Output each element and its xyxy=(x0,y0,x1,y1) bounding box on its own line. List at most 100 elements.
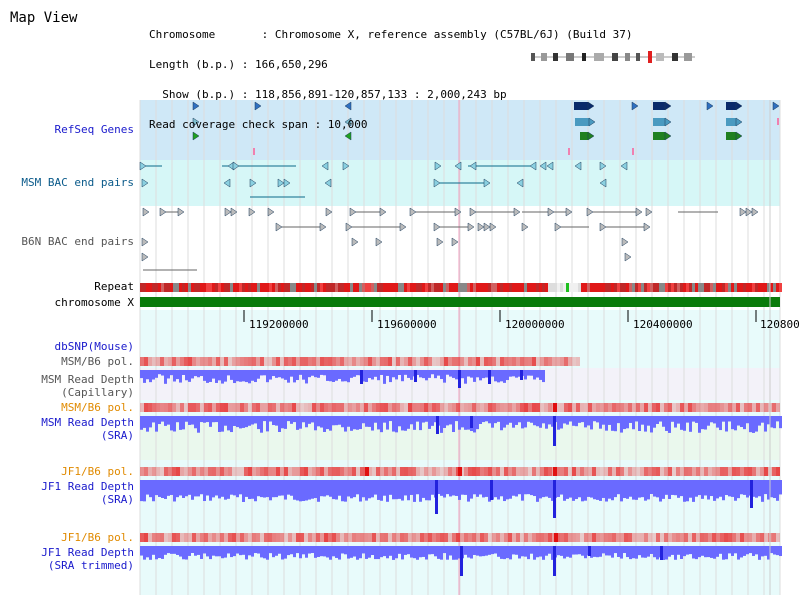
polymorphism-cell xyxy=(284,533,288,542)
depth-bar xyxy=(326,480,329,496)
track-label-b6n-bac[interactable]: B6N BAC end pairs xyxy=(21,235,134,248)
depth-bar xyxy=(452,416,455,433)
polymorphism-cell xyxy=(504,533,508,542)
polymorphism-cell xyxy=(488,533,492,542)
polymorphism-cell xyxy=(224,403,228,412)
depth-bar xyxy=(224,480,227,500)
depth-bar xyxy=(440,546,443,560)
gene-marker xyxy=(321,161,329,171)
depth-bar xyxy=(320,416,323,428)
depth-spike xyxy=(660,546,663,560)
polymorphism-cell xyxy=(456,403,460,412)
depth-bar xyxy=(227,370,230,376)
repeat-segment xyxy=(311,283,314,292)
depth-bar xyxy=(548,416,551,425)
depth-bar xyxy=(326,416,329,430)
depth-bar xyxy=(329,546,332,560)
depth-bar xyxy=(713,416,716,424)
polymorphism-cell xyxy=(364,357,368,366)
depth-bar xyxy=(614,546,617,554)
depth-bar xyxy=(404,480,407,496)
polymorphism-cell xyxy=(556,403,560,412)
repeat-segment xyxy=(149,283,152,292)
polymorphism-cell xyxy=(636,467,640,476)
track-label-msm-bac[interactable]: MSM BAC end pairs xyxy=(21,176,134,189)
repeat-segment xyxy=(491,283,494,292)
depth-bar xyxy=(350,370,353,378)
repeat-segment xyxy=(263,283,266,292)
gene-marker xyxy=(192,117,200,127)
depth-bar xyxy=(644,480,647,501)
polymorphism-cell xyxy=(448,533,452,542)
depth-spike xyxy=(520,370,523,380)
polymorphism-cell xyxy=(252,467,256,476)
depth-bar xyxy=(632,546,635,559)
polymorphism-cell xyxy=(180,533,184,542)
depth-bar xyxy=(344,370,347,382)
depth-spike xyxy=(458,370,461,388)
depth-bar xyxy=(641,480,644,498)
polymorphism-cell xyxy=(308,467,312,476)
track-label-dbsnp[interactable]: dbSNP(Mouse) xyxy=(54,340,134,353)
depth-bar xyxy=(398,546,401,554)
polymorphism-cell xyxy=(336,403,340,412)
depth-bar xyxy=(689,416,692,432)
polymorphism-cell xyxy=(436,403,440,412)
polymorphism-cell xyxy=(392,357,396,366)
polymorphism-cell xyxy=(392,403,396,412)
depth-bar xyxy=(155,546,158,560)
track-label-jf1-depth-trimmed[interactable]: JF1 Read Depth xyxy=(41,546,134,559)
depth-bar xyxy=(452,480,455,496)
depth-bar xyxy=(740,416,743,428)
depth-bar xyxy=(251,370,254,381)
depth-bar xyxy=(527,546,530,560)
depth-bar xyxy=(755,546,758,555)
repeat-segment xyxy=(395,283,398,292)
depth-bar xyxy=(755,416,758,432)
polymorphism-cell xyxy=(540,533,544,542)
depth-bar xyxy=(146,480,149,495)
polymorphism-cell xyxy=(468,403,472,412)
polymorphism-cell xyxy=(484,357,488,366)
repeat-segment xyxy=(260,283,263,292)
ideogram-band xyxy=(594,53,604,61)
polymorphism-cell xyxy=(328,357,332,366)
depth-bar xyxy=(320,546,323,557)
depth-bar xyxy=(317,416,320,427)
polymorphism-cell xyxy=(280,467,284,476)
gene-marker xyxy=(588,117,596,127)
repeat-segment xyxy=(413,283,416,292)
repeat-segment xyxy=(362,283,365,292)
gene-marker xyxy=(599,161,607,171)
depth-bar xyxy=(707,546,710,558)
depth-bar xyxy=(740,480,743,495)
repeat-segment xyxy=(719,283,722,292)
polymorphism-cell xyxy=(180,467,184,476)
depth-bar xyxy=(485,370,488,378)
track-label-msm-depth-sra[interactable]: MSM Read Depth xyxy=(41,416,134,429)
polymorphism-cell xyxy=(712,403,716,412)
repeat-segment xyxy=(290,283,293,292)
track-label-jf1-depth-sra[interactable]: JF1 Read Depth xyxy=(41,480,134,493)
depth-bar xyxy=(383,546,386,557)
polymorphism-cell xyxy=(220,533,224,542)
polymorphism-hot xyxy=(365,467,369,476)
polymorphism-cell xyxy=(148,357,152,366)
track-label-repeat: Repeat xyxy=(94,280,134,293)
depth-bar xyxy=(683,480,686,502)
polymorphism-cell xyxy=(336,357,340,366)
depth-bar xyxy=(575,546,578,555)
depth-bar xyxy=(182,416,185,430)
depth-bar xyxy=(503,370,506,383)
polymorphism-cell xyxy=(200,467,204,476)
depth-bar xyxy=(254,370,257,383)
track-label-refseq[interactable]: RefSeq Genes xyxy=(54,123,134,136)
polymorphism-cell xyxy=(688,533,692,542)
depth-bar xyxy=(161,370,164,376)
polymorphism-cell xyxy=(564,403,568,412)
polymorphism-cell xyxy=(652,403,656,412)
depth-bar xyxy=(302,370,305,380)
depth-bar xyxy=(572,546,575,555)
polymorphism-cell xyxy=(324,357,328,366)
